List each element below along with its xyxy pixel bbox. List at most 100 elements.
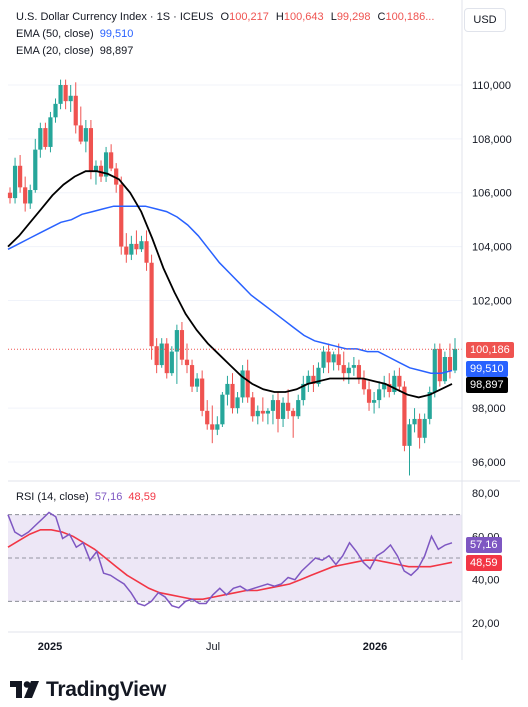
candle-body [417,418,422,438]
candle-body [366,389,372,403]
candle [255,405,260,425]
time-tick-label: 2026 [363,641,387,653]
candle [154,338,159,374]
candle [149,254,154,360]
candle [366,381,372,411]
candle-body [260,410,265,414]
tradingview-logo-text: TradingView [46,678,167,701]
candle-body [452,348,458,371]
candle-body [200,378,205,411]
high-value: 100,643 [283,11,324,23]
candle-body [377,389,382,401]
candle-body [38,128,43,150]
candle-body [164,343,169,374]
ema20-legend[interactable]: EMA (20, close) 98,897 [16,44,133,58]
candle-body [159,343,164,366]
ema50-value: 99,510 [99,28,134,40]
candle-body [427,392,432,419]
candle [7,187,13,204]
candle [88,120,94,180]
candle-body [63,85,68,102]
candle-body [53,103,58,118]
candle [301,375,306,406]
candle-body [437,348,442,382]
rsi-line [7,511,453,609]
rsi-tick-label: 40,00 [472,575,500,587]
candle [447,343,453,379]
candle-body [88,128,94,172]
candle-body [119,184,124,247]
price-tick-label: 106,000 [472,188,512,200]
candle [377,381,382,409]
candle [63,79,68,110]
ema50-legend[interactable]: EMA (50, close) 99,510 [16,27,133,41]
candle [220,392,225,428]
candle-body [280,402,286,419]
candle-body [210,424,215,430]
candle-body [43,128,48,147]
candle-body [351,365,356,368]
rsi-ma-badge-text: 48,59 [470,557,498,569]
symbol-legend[interactable]: U.S. Dollar Currency Index · 1S · ICEUS … [16,10,434,24]
candle-body [412,418,417,425]
tradingview-logo[interactable]: TradingView [10,678,166,702]
ema50-badge: 99,510 [466,361,508,377]
price-axis[interactable]: 110,000 108,000 106,000 104,000 102,000 98,00… [472,80,512,469]
candle-body [134,243,139,250]
rsi-pane[interactable] [7,511,462,609]
candle [139,235,144,252]
time-axis[interactable]: 2025 Jul 2026 [38,641,387,653]
candle-body [422,418,427,438]
candle-body [103,152,109,177]
candle [316,362,321,387]
candle [195,373,200,393]
ema20-line [7,170,453,399]
candle [230,373,235,414]
currency-unit-button[interactable]: USD [464,8,506,32]
rsi-ma-value: 48,59 [128,491,156,503]
candle [331,351,336,371]
rsi-label: RSI (14, close) [16,491,89,503]
candle [371,392,377,414]
candle [286,389,291,419]
candle-body [326,351,331,363]
candle-body [235,397,240,409]
candle-body [129,243,134,255]
candle [442,351,447,384]
candle [422,413,427,444]
rsi-legend[interactable]: RSI (14, close) 57,16 48,59 [16,490,156,504]
candle [28,184,33,209]
candle-body [442,356,447,382]
candle-body [336,354,341,366]
candle-body [387,383,392,393]
candle [109,144,114,172]
tradingview-logo-icon [10,681,39,698]
time-tick-label: Jul [206,641,220,653]
candle-body [149,262,154,347]
candle-body [83,128,88,142]
candle-body [179,330,185,360]
candle [129,235,134,261]
close-value: 100,186... [385,11,435,23]
candle-body [341,365,346,374]
candle [18,155,23,193]
candle-body [28,190,33,204]
rsi-badge: 57,16 [466,537,502,553]
candle [174,324,179,384]
candle [235,392,240,414]
candle-body [255,410,260,417]
candle-body [382,383,387,390]
candle [83,120,88,153]
candle [326,343,331,374]
candle [351,356,356,376]
price-tick-label: 98,000 [472,403,506,415]
low-value: 99,298 [336,11,371,23]
candle [432,343,437,398]
candle [189,359,195,393]
candle [265,408,270,425]
price-pane[interactable] [7,79,462,476]
candle-body [109,152,114,169]
rsi-ma-line [7,528,453,601]
